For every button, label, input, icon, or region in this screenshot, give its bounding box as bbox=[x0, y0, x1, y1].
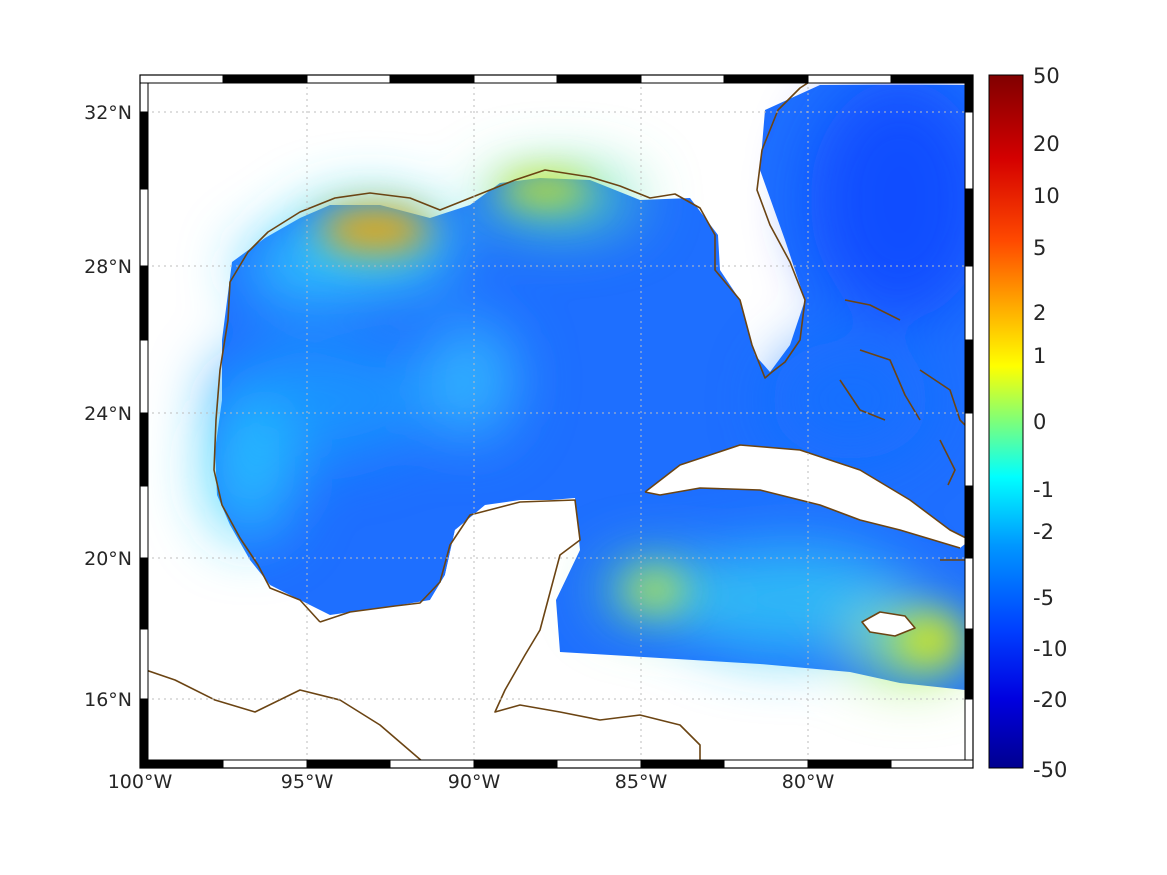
coast-mainland bbox=[140, 75, 821, 768]
frame-right-8 bbox=[964, 557, 974, 630]
cb-label-neg5: -5 bbox=[1033, 586, 1054, 610]
frame-top-2 bbox=[222, 74, 308, 84]
lon-labels: 100°W 95°W 90°W 85°W 80°W bbox=[108, 771, 835, 793]
frame-top-7 bbox=[640, 74, 725, 84]
cb-label-5: 5 bbox=[1033, 236, 1046, 260]
frame-left-4 bbox=[139, 265, 149, 341]
frame-left-1 bbox=[139, 82, 149, 113]
lon-label-90: 90°W bbox=[448, 771, 501, 793]
coastlines bbox=[140, 75, 971, 768]
coast-jamaica bbox=[861, 611, 916, 637]
cb-label-10: 10 bbox=[1033, 184, 1060, 208]
frame-left-6 bbox=[139, 412, 149, 487]
frame-top-10 bbox=[890, 74, 974, 84]
map-frame bbox=[139, 74, 974, 769]
frame-bottom-10 bbox=[890, 759, 974, 769]
cb-label-neg1: -1 bbox=[1033, 478, 1054, 502]
lon-label-95: 95°W bbox=[281, 771, 334, 793]
frame-left-8 bbox=[139, 557, 149, 630]
cb-label-1: 1 bbox=[1033, 344, 1046, 368]
cb-label-neg20: -20 bbox=[1033, 688, 1067, 712]
frame-bottom-1 bbox=[139, 759, 224, 769]
frame-left-10 bbox=[139, 698, 149, 761]
lat-label-28: 28°N bbox=[84, 256, 132, 278]
coast-bahamas bbox=[839, 299, 971, 486]
frame-top-3 bbox=[306, 74, 391, 84]
frame-right-4 bbox=[964, 265, 974, 341]
lat-label-16: 16°N bbox=[84, 689, 132, 711]
lon-label-100: 100°W bbox=[108, 771, 173, 793]
frame-bottom-3 bbox=[306, 759, 391, 769]
frame-right-9 bbox=[964, 628, 974, 700]
cb-label-50: 50 bbox=[1033, 64, 1060, 88]
cb-label-20: 20 bbox=[1033, 132, 1060, 156]
colorbar: 50 20 10 5 2 1 0 -1 -2 -5 -10 -20 -50 bbox=[988, 64, 1067, 782]
frame-right-7 bbox=[964, 485, 974, 559]
frame-right-5 bbox=[964, 339, 974, 414]
lon-label-80: 80°W bbox=[782, 771, 835, 793]
cb-label-neg50: -50 bbox=[1033, 758, 1067, 782]
frame-left-7 bbox=[139, 485, 149, 559]
frame-right-10 bbox=[964, 698, 974, 761]
cb-label-neg2: -2 bbox=[1033, 520, 1054, 544]
frame-bottom-9 bbox=[807, 759, 892, 769]
frame-top-1 bbox=[139, 74, 224, 84]
land-yucatan bbox=[430, 498, 580, 650]
frame-bottom-8 bbox=[723, 759, 809, 769]
frame-bottom-6 bbox=[556, 759, 642, 769]
gridlines bbox=[140, 75, 973, 768]
lat-label-20: 20°N bbox=[84, 548, 132, 570]
frame-left-9 bbox=[139, 628, 149, 700]
lat-label-24: 24°N bbox=[84, 403, 132, 425]
colorbar-labels: 50 20 10 5 2 1 0 -1 -2 -5 -10 -20 -50 bbox=[1033, 64, 1067, 782]
frame-top-9 bbox=[807, 74, 892, 84]
frame-left-2 bbox=[139, 111, 149, 190]
frame-bottom-4 bbox=[389, 759, 475, 769]
frame-bottom-7 bbox=[640, 759, 725, 769]
frame-top-8 bbox=[723, 74, 809, 84]
frame-top-6 bbox=[556, 74, 642, 84]
colorbar-gradient bbox=[988, 74, 1024, 769]
frame-bottom-5 bbox=[473, 759, 558, 769]
cb-label-0: 0 bbox=[1033, 410, 1046, 434]
lat-labels: 32°N 28°N 24°N 20°N 16°N bbox=[84, 102, 132, 711]
lat-label-32: 32°N bbox=[84, 102, 132, 124]
frame-top-5 bbox=[473, 74, 558, 84]
frame-left-3 bbox=[139, 188, 149, 267]
frame-right-6 bbox=[964, 412, 974, 487]
frame-bottom-2 bbox=[222, 759, 308, 769]
frame-right-2 bbox=[964, 111, 974, 190]
frame-left-5 bbox=[139, 339, 149, 414]
lon-label-85: 85°W bbox=[615, 771, 668, 793]
frame-top-4 bbox=[389, 74, 475, 84]
land-jamaica bbox=[862, 612, 915, 636]
frame-right-3 bbox=[964, 188, 974, 267]
cb-label-2: 2 bbox=[1033, 301, 1046, 325]
cb-label-neg10: -10 bbox=[1033, 637, 1067, 661]
data-field bbox=[205, 80, 973, 690]
frame-outline bbox=[139, 74, 974, 769]
frame-right-1 bbox=[964, 82, 974, 113]
